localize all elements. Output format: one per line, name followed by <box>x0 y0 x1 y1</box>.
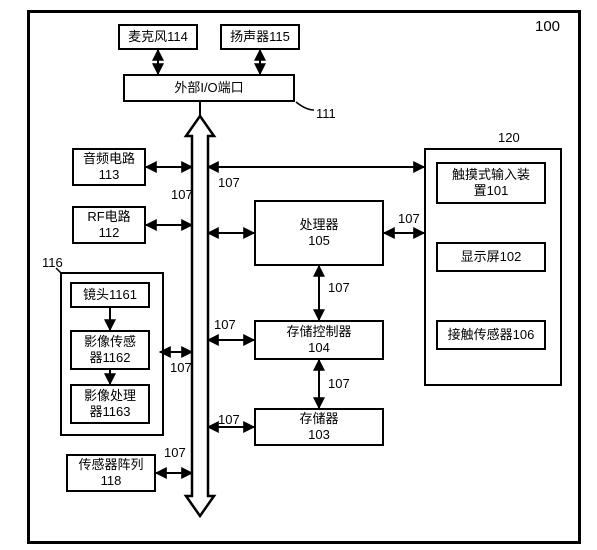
bus-107-i: 107 <box>164 445 186 460</box>
display-box: 显示屏102 <box>436 242 546 272</box>
bus-107-e: 107 <box>214 317 236 332</box>
overall-label: 100 <box>535 18 560 35</box>
bus-107-h: 107 <box>218 412 240 427</box>
bus-107-d: 107 <box>328 280 350 295</box>
image-processor-box: 影像处理 器1163 <box>70 384 150 424</box>
bus-107-g: 107 <box>328 376 350 391</box>
bus-107-f: 107 <box>170 360 192 375</box>
lens-box: 镜头1161 <box>70 282 150 308</box>
rf-circuit-box: RF电路 112 <box>72 206 146 244</box>
microphone-box: 麦克风114 <box>118 24 198 50</box>
bus-107-b: 107 <box>218 175 240 190</box>
audio-circuit-box: 音频电路 113 <box>72 148 146 186</box>
io-port-box: 外部I/O端口 <box>123 74 295 102</box>
touch-sensor-box: 接触传感器106 <box>436 320 546 350</box>
touch-input-box: 触摸式输入装 置101 <box>436 162 546 204</box>
speaker-box: 扬声器115 <box>220 24 300 50</box>
bus-107-c: 107 <box>398 211 420 226</box>
sensor-array-box: 传感器阵列 118 <box>66 454 156 492</box>
processor-box: 处理器 105 <box>254 200 384 266</box>
panel-group-label: 120 <box>498 130 520 145</box>
camera-group-label: 116 <box>42 255 63 270</box>
memory-controller-box: 存储控制器 104 <box>254 320 384 360</box>
bus-107-a: 107 <box>171 187 193 202</box>
io-port-number: 111 <box>316 106 336 121</box>
image-sensor-box: 影像传感 器1162 <box>70 330 150 370</box>
memory-box: 存储器 103 <box>254 408 384 446</box>
